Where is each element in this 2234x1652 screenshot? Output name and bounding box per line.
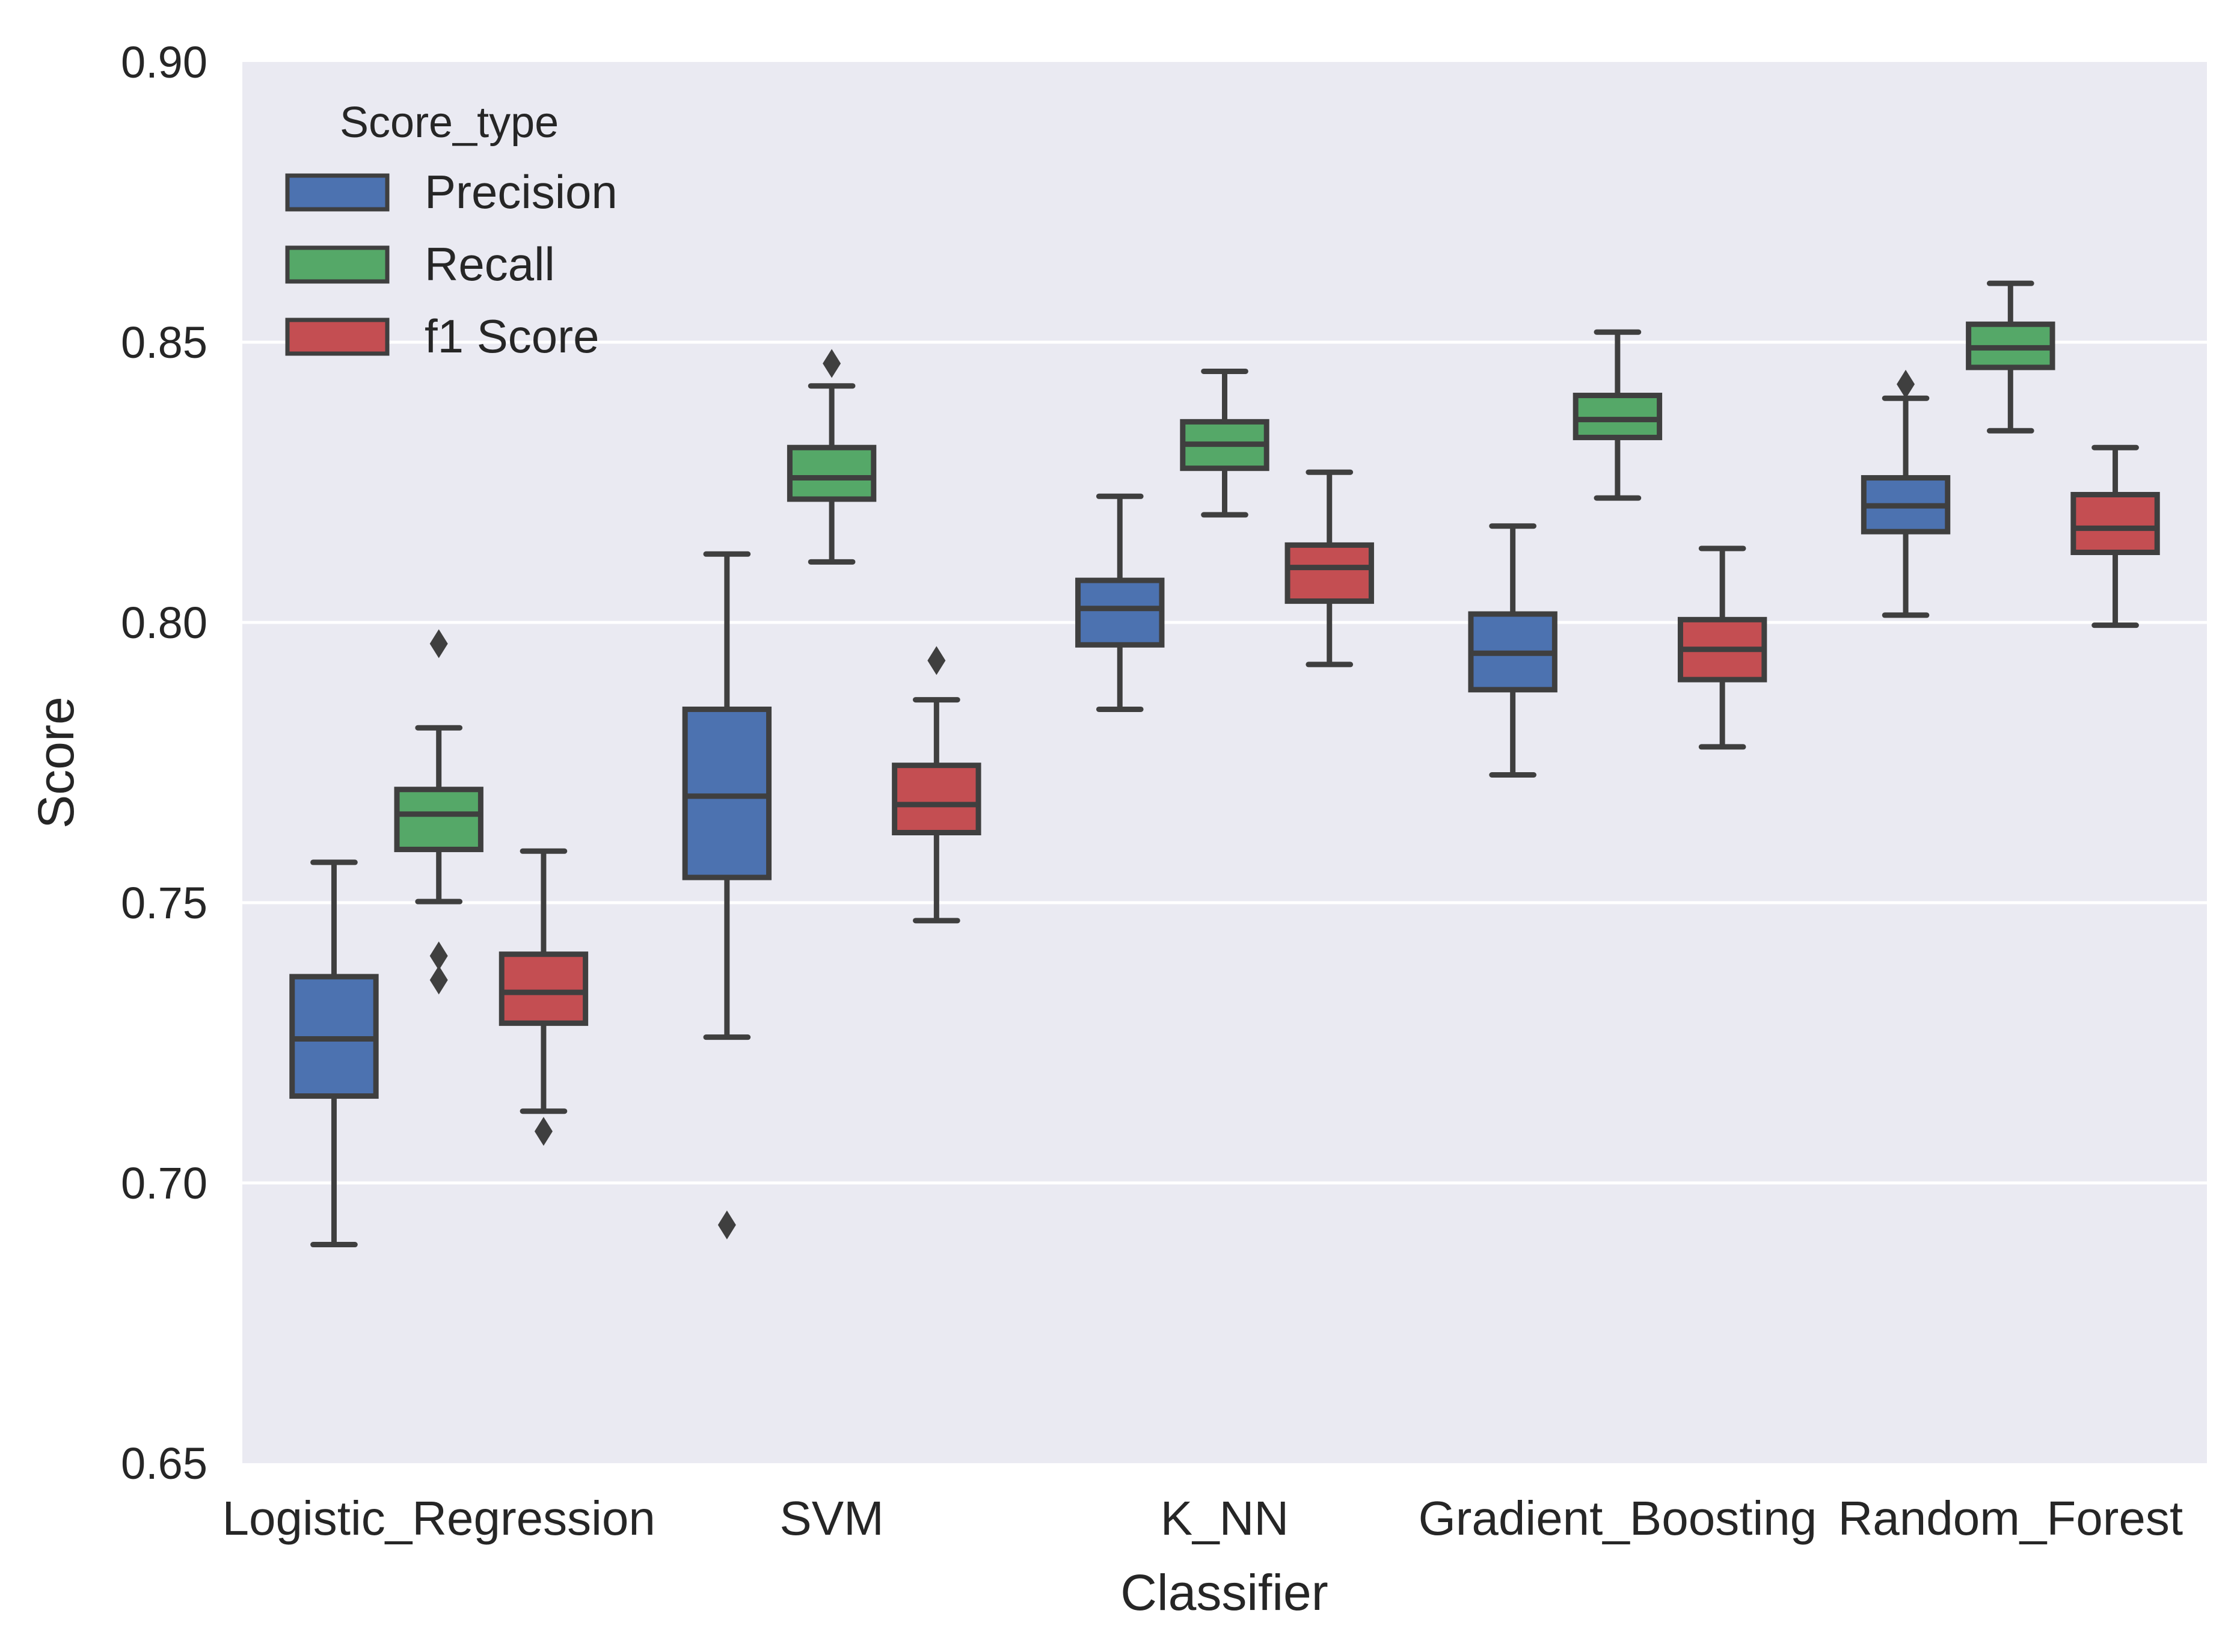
box-iqr: [1075, 577, 1165, 648]
y-tick-label: 0.85: [121, 318, 207, 367]
box-recall-svm: [787, 349, 877, 565]
box-precision-logistic_regression: [289, 859, 379, 1248]
box-recall-logistic_regression: [394, 629, 483, 995]
y-tick-label: 0.70: [121, 1158, 207, 1208]
y-tick-labels: 0.65 0.70 0.75 0.80 0.85 0.90: [121, 37, 207, 1488]
outlier-marker: [717, 1210, 736, 1239]
y-tick-label: 0.80: [121, 598, 207, 648]
box-recall-k_nn: [1180, 368, 1269, 518]
x-tick-labels: Logistic_Regression SVM K_NN Gradient_Boost…: [222, 1491, 2183, 1545]
box-f1-score-gradient_boosting: [1677, 545, 1767, 750]
box-recall-random_forest: [1966, 280, 2055, 434]
box-f1-score-random_forest: [2070, 444, 2160, 628]
box-precision-random_forest: [1861, 369, 1951, 618]
box-f1-score-logistic_regression: [499, 848, 589, 1146]
box-iqr: [394, 787, 483, 852]
box-precision-svm: [682, 551, 772, 1239]
outlier-marker: [927, 646, 946, 675]
legend-swatch: [285, 173, 390, 212]
y-axis-label: Score: [28, 696, 84, 828]
box-f1-score-svm: [892, 646, 981, 924]
outlier-marker: [823, 349, 841, 378]
legend: Score_type Precision Recall f1 Score: [285, 99, 618, 363]
outlier-marker: [429, 965, 448, 995]
legend-label: Recall: [425, 238, 555, 290]
legend-item: f1 Score: [285, 310, 599, 363]
box-iqr: [892, 763, 981, 836]
box-iqr: [499, 951, 589, 1026]
box-iqr: [1284, 542, 1374, 604]
legend-label: Precision: [425, 165, 618, 218]
outlier-marker: [534, 1117, 553, 1146]
outlier-marker: [429, 629, 448, 659]
box-precision-gradient_boosting: [1468, 523, 1557, 778]
y-tick-label: 0.90: [121, 37, 207, 87]
legend-swatch: [285, 318, 390, 356]
x-axis-label: Classifier: [1120, 1564, 1328, 1621]
legend-item: Recall: [285, 238, 555, 290]
outlier-marker: [1897, 369, 1915, 399]
box-precision-k_nn: [1075, 493, 1165, 712]
legend-swatch: [285, 245, 390, 284]
x-tick-label: Gradient_Boosting: [1419, 1491, 1817, 1545]
box-layer: [289, 280, 2160, 1248]
x-tick-label: SVM: [779, 1491, 883, 1545]
plot-background: [242, 62, 2207, 1463]
legend-item: Precision: [285, 165, 618, 218]
box-iqr: [2070, 492, 2160, 556]
y-tick-label: 0.65: [121, 1439, 207, 1488]
box-recall-gradient_boosting: [1573, 329, 1663, 501]
legend-title: Score_type: [340, 99, 559, 147]
box-iqr: [1573, 393, 1663, 440]
box-f1-score-k_nn: [1284, 469, 1374, 668]
y-tick-label: 0.75: [121, 878, 207, 928]
outlier-marker: [429, 941, 448, 971]
x-tick-label: Random_Forest: [1838, 1491, 2183, 1545]
legend-label: f1 Score: [425, 310, 599, 363]
x-tick-label: Logistic_Regression: [222, 1491, 655, 1545]
box-iqr: [682, 706, 772, 880]
box-iqr: [787, 444, 877, 502]
x-tick-label: K_NN: [1161, 1491, 1289, 1545]
gridlines: [242, 340, 2207, 1185]
